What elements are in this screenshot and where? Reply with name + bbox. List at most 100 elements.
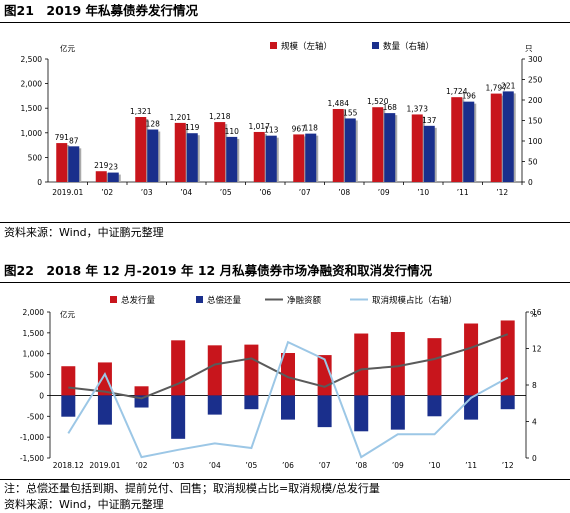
chart2-legend-cancel: 取消规模占比（右轴） (372, 295, 457, 306)
chart1-bar-count (265, 135, 277, 182)
chart1-label-count: 155 (343, 108, 358, 117)
chart2-x-label: ’04 (209, 461, 221, 470)
chart1-x-label: ’03 (141, 188, 153, 197)
chart1-label-count: 87 (69, 136, 79, 145)
chart1-label-count: 110 (225, 127, 240, 136)
chart1-bar-count (423, 125, 435, 182)
chart1-bar-scale (253, 131, 265, 182)
chart2-x-label: ’08 (355, 461, 367, 470)
chart2-bar-issue (207, 345, 222, 396)
chart1-bar-scale (293, 134, 305, 182)
chart2-left-tick-label: 2,000 (23, 308, 45, 317)
chart2-bar-repay (427, 395, 442, 417)
chart2-line-cancel (67, 340, 509, 459)
chart1-bar-count (186, 133, 198, 182)
chart1: 0 500 1,000 1,500 2,000 2,500 0 50 100 150 200 250 3… (21, 41, 543, 197)
chart1-label-count: 196 (462, 92, 477, 101)
chart1-label-scale: 1,520 (367, 97, 389, 106)
chart2-bar-issue (134, 386, 149, 396)
chart1-label-count: 118 (304, 124, 319, 133)
chart2-legend-issue: 总发行量 (121, 295, 156, 306)
figure1-title: 图21 2019 年私募债券发行情况 (4, 3, 199, 18)
chart1-right-tick-label: 250 (528, 76, 543, 85)
figure2-source: 资料来源：Wind，中证鹏元整理 (4, 498, 164, 511)
chart1-bar-scale (411, 114, 423, 182)
figure1-source: 资料来源：Wind，中证鹏元整理 (4, 226, 164, 239)
chart1-x-label: ’09 (378, 188, 390, 197)
chart1-bar-count (463, 101, 475, 182)
chart2-left-tick-label: 500 (30, 371, 45, 380)
chart1-label-count: 128 (146, 120, 161, 129)
figure1-bottom-rule (0, 222, 570, 223)
chart2-legend-net: 净融资额 (287, 295, 322, 306)
chart1-right-tick-label: 0 (528, 178, 533, 187)
figure2-note: 注：总偿还量包括到期、提前兑付、回售；取消规模占比=取消规模/总发行量 (4, 482, 380, 495)
chart2-bar-issue (427, 338, 442, 396)
chart2-bar-issue (171, 340, 186, 396)
chart1-bar-scale (56, 143, 68, 182)
chart1-legend-swatch-scale (270, 42, 277, 49)
chart2-x-label: ’12 (502, 461, 514, 470)
chart1-right-unit: 只 (525, 44, 533, 53)
chart1-label-scale: 1,724 (446, 87, 468, 96)
chart2-x-label: ’03 (172, 461, 184, 470)
chart2-x-label: ’05 (245, 461, 257, 470)
chart1-x-label: ’05 (220, 188, 232, 197)
chart1-label-scale: 967 (292, 124, 307, 133)
chart2-left-tick-label: -500 (27, 412, 44, 421)
figure1-top-rule (0, 22, 570, 23)
chart1-label-count: 137 (422, 116, 437, 125)
chart1-bar-count (107, 172, 119, 182)
chart1-left-tick-label: 500 (28, 153, 43, 162)
chart1-bar-scale (214, 122, 226, 182)
chart2-left-unit: 亿元 (60, 309, 75, 319)
chart1-x-label: ’10 (417, 188, 429, 197)
chart2-x-label: ’11 (465, 461, 477, 470)
chart1-bar-count (344, 118, 356, 182)
chart1-x-label: ’07 (299, 188, 311, 197)
chart1-bar-count (68, 146, 80, 182)
chart1-right-tick-label: 300 (528, 55, 543, 64)
chart1-bar-scale (135, 117, 147, 182)
chart2-bar-issue (244, 344, 259, 396)
chart2-bar-repay (171, 395, 186, 439)
chart1-label-scale: 791 (55, 133, 70, 142)
chart2-bar-issue (390, 332, 405, 396)
chart1-right-tick-label: 50 (528, 158, 538, 167)
chart2-x-label: ’02 (136, 461, 148, 470)
chart1-label-count: 113 (264, 126, 279, 135)
chart1-right-tick-label: 150 (528, 117, 543, 126)
chart2-legend-swatch-issue (110, 296, 117, 303)
chart2-bar-repay (61, 395, 76, 417)
chart1-bar-count (147, 129, 159, 182)
chart1-right-tick-label: 100 (528, 137, 543, 146)
chart2-bar-repay (244, 395, 259, 410)
chart2-x-label: ’06 (282, 461, 294, 470)
chart1-right-tick-label: 200 (528, 96, 543, 105)
chart2-right-tick-label: 8 (532, 381, 537, 390)
chart2-bar-issue (97, 362, 112, 396)
chart1-x-label: ’04 (180, 188, 192, 197)
chart1-bar-count (226, 136, 238, 182)
chart1-left-tick-label: 1,000 (21, 129, 43, 138)
chart2-left-tick-label: 1,500 (23, 329, 45, 338)
chart2-bar-repay (354, 395, 369, 432)
chart1-legend-scale: 规模（左轴） (281, 41, 332, 52)
chart2-bar-repay (390, 395, 405, 430)
chart2-bar-repay (500, 395, 515, 410)
chart1-left-tick-label: 2,500 (21, 55, 43, 64)
chart2-right-tick-label: 4 (532, 418, 537, 427)
chart1-x-label: 2019.01 (52, 188, 83, 197)
chart1-left-tick-label: 0 (37, 178, 42, 187)
chart2-bar-issue (500, 320, 515, 396)
chart1-label-count: 221 (501, 81, 516, 90)
chart2-bar-issue (281, 353, 295, 396)
chart2-bar-issue (464, 323, 479, 396)
chart2-right-unit: % (530, 310, 537, 319)
chart2-left-tick-label: 0 (39, 391, 44, 400)
chart2-x-label: 2019.01 (89, 461, 120, 470)
chart1-bar-count (502, 91, 514, 182)
chart1-left-tick-label: 2,000 (21, 80, 43, 89)
chart2-left-tick-label: -1,500 (20, 454, 44, 463)
chart1-x-label: ’06 (259, 188, 271, 197)
